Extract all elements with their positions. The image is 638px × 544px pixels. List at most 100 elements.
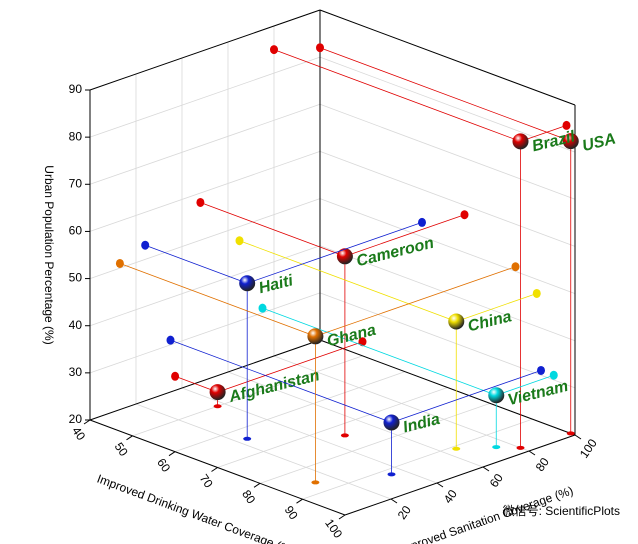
grid-line [319, 292, 576, 389]
axis-line [89, 419, 346, 516]
x-axis-title: Improved Drinking Water Coverage (%) [95, 472, 296, 544]
projection-dot [258, 303, 267, 313]
y-tick-label: 20 [395, 503, 414, 522]
projection-dot [537, 365, 545, 375]
tick [436, 482, 444, 488]
tick [126, 435, 133, 441]
tick [253, 482, 261, 488]
axis-line [319, 9, 576, 106]
point-label: USA [581, 130, 618, 155]
projection-dot [166, 335, 175, 345]
point [512, 133, 529, 150]
y-tick-label: 80 [533, 455, 552, 474]
axis-line [89, 339, 321, 421]
x-tick-label: 90 [282, 503, 301, 522]
grid-line [89, 151, 321, 232]
point [209, 384, 226, 401]
projection-line [456, 293, 537, 322]
tick [211, 467, 218, 472]
projection-dot [115, 258, 124, 268]
projection-dot [196, 197, 205, 207]
projection-line [200, 202, 346, 257]
grid-line [89, 56, 321, 138]
x-tick-label: 40 [69, 424, 88, 443]
projection-line [273, 49, 521, 142]
projection-dot [566, 431, 575, 436]
grid-line [259, 402, 491, 484]
tick [390, 498, 398, 504]
projection-line [315, 266, 516, 337]
grid-line [174, 371, 406, 453]
projection-dot [549, 370, 558, 380]
projection-dot [532, 288, 541, 298]
projection-line [239, 240, 457, 322]
tick [482, 466, 490, 472]
point [336, 248, 353, 265]
point [239, 275, 256, 292]
grid-line [319, 245, 576, 342]
grid-line [319, 151, 576, 247]
z-tick-label: 90 [69, 82, 83, 96]
projection-dot [452, 446, 461, 451]
point [383, 414, 400, 431]
x-tick-label: 80 [239, 487, 258, 506]
y-tick-label: 60 [487, 471, 506, 490]
projection-line [145, 244, 248, 284]
grid-line [89, 103, 321, 185]
point-label: China [466, 308, 513, 335]
watermark: 微信号: ScientificPlots [503, 504, 620, 518]
y-tick-label: 40 [441, 487, 460, 506]
projection-line [496, 374, 554, 396]
projection-dot [492, 445, 501, 450]
z-tick-label: 70 [69, 176, 83, 190]
axis-line [89, 9, 321, 91]
grid-line [135, 403, 392, 500]
grid-line [302, 418, 533, 500]
axis-line [344, 434, 576, 516]
grid-line [319, 56, 576, 153]
z-tick-label: 30 [69, 365, 83, 379]
projection-line [262, 307, 497, 396]
projection-dot [562, 120, 571, 130]
grid-line [89, 292, 321, 374]
projection-dot [213, 404, 222, 409]
z-tick-label: 40 [69, 318, 83, 332]
tick [528, 450, 536, 456]
projection-line [247, 222, 423, 284]
y-tick-label: 100 [577, 436, 600, 461]
x-tick-label: 50 [112, 440, 131, 459]
x-tick-label: 60 [154, 456, 173, 475]
x-tick-label: 100 [322, 516, 345, 541]
z-tick-label: 60 [69, 224, 83, 238]
projection-line [391, 370, 542, 423]
point [448, 313, 465, 330]
projection-line [119, 263, 316, 337]
point-label: Vietnam [506, 378, 570, 409]
x-tick-label: 70 [197, 472, 216, 491]
grid-line [217, 387, 448, 468]
z-tick-label: 20 [69, 412, 83, 426]
point-label: India [401, 411, 441, 437]
projection-dot [516, 445, 525, 450]
tick [338, 514, 346, 520]
projection-dot [141, 240, 150, 250]
point [562, 133, 579, 150]
grid-line [227, 371, 484, 468]
z-tick-label: 50 [69, 271, 83, 285]
projection-dot [460, 210, 469, 220]
grid-line [319, 198, 576, 294]
point [488, 387, 505, 404]
point-label: Haiti [257, 272, 295, 297]
projection-dot [418, 217, 426, 227]
projection-line [520, 125, 567, 142]
grid-line [273, 355, 530, 452]
projection-line [319, 47, 571, 142]
projection-dot [171, 371, 180, 381]
grid-line [89, 245, 321, 327]
point-label: Afghanistan [227, 367, 322, 406]
projection-line [170, 339, 392, 423]
z-tick-label: 80 [69, 129, 83, 143]
tick [168, 451, 176, 457]
tick [83, 419, 91, 425]
